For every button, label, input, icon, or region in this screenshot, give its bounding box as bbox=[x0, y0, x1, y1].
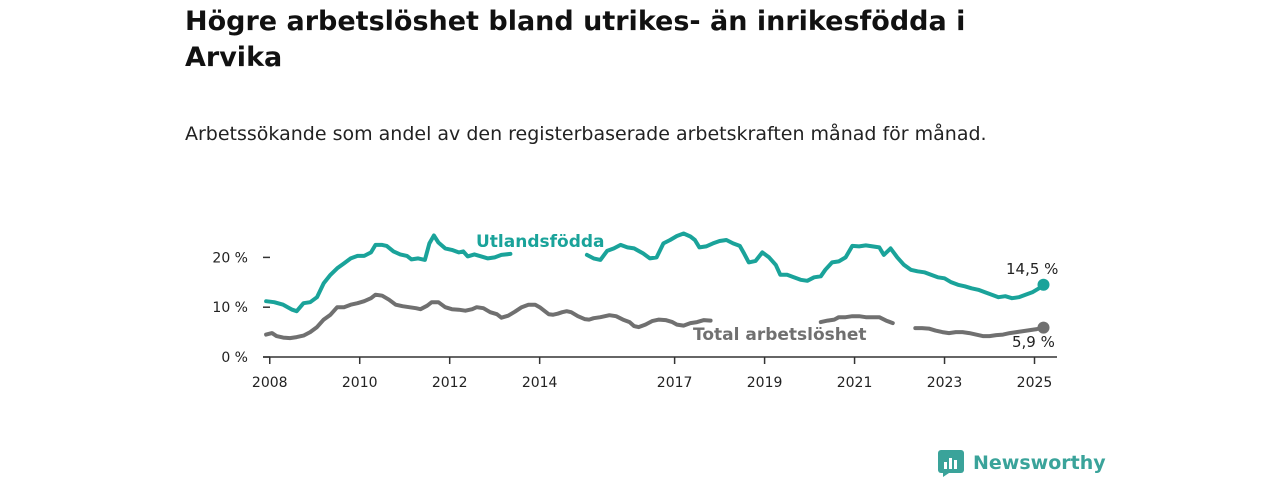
x-tick-label: 2017 bbox=[657, 375, 693, 391]
series-labels: Utlandsfödda Total arbetslöshet 14,5 % 5,9 … bbox=[476, 232, 1058, 351]
x-axis: 2008 2010 2012 2014 2017 2019 2021 2023 2025 bbox=[252, 356, 1057, 391]
series-end-point bbox=[1037, 278, 1050, 291]
chart-subtitle: Arbetssökande som andel av den registerb… bbox=[185, 123, 987, 145]
series-line-utlandsfodda bbox=[584, 231, 1046, 301]
series-line-total bbox=[818, 314, 895, 326]
series-label-utlandsfodda: Utlandsfödda bbox=[476, 232, 605, 252]
y-tick-label: 20 % bbox=[212, 250, 248, 266]
y-axis: 0 % 10 % 20 % bbox=[212, 250, 270, 366]
y-tick-label: 0 % bbox=[221, 350, 248, 366]
y-tick-label: 10 % bbox=[212, 300, 248, 316]
newsworthy-logo-icon bbox=[938, 450, 964, 477]
end-value-total: 5,9 % bbox=[1012, 333, 1055, 351]
series-label-total: Total arbetslöshet bbox=[693, 325, 867, 345]
series-line-total bbox=[264, 292, 713, 341]
x-tick-label: 2014 bbox=[522, 375, 558, 391]
x-tick-label: 2019 bbox=[747, 375, 783, 391]
series-end-point bbox=[1037, 321, 1050, 334]
x-tick-label: 2012 bbox=[432, 375, 468, 391]
brand[interactable]: Newsworthy bbox=[937, 448, 1106, 478]
line-chart: 0 % 10 % 20 % 2008 2010 2012 2014 2017 2019 2021… bbox=[212, 231, 1058, 391]
brand-name: Newsworthy bbox=[973, 452, 1106, 474]
x-tick-label: 2023 bbox=[927, 375, 963, 391]
series-lines bbox=[264, 231, 1050, 341]
x-tick-label: 2021 bbox=[837, 375, 873, 391]
chart-title: Högre arbetslöshet bland utrikes- än inr… bbox=[185, 6, 966, 73]
series-line-utlandsfodda bbox=[264, 233, 513, 314]
x-tick-label: 2010 bbox=[342, 375, 378, 391]
x-tick-label: 2025 bbox=[1017, 375, 1053, 391]
series-line-total bbox=[913, 325, 1046, 339]
x-tick-label: 2008 bbox=[252, 375, 288, 391]
end-value-utlandsfodda: 14,5 % bbox=[1006, 260, 1058, 278]
